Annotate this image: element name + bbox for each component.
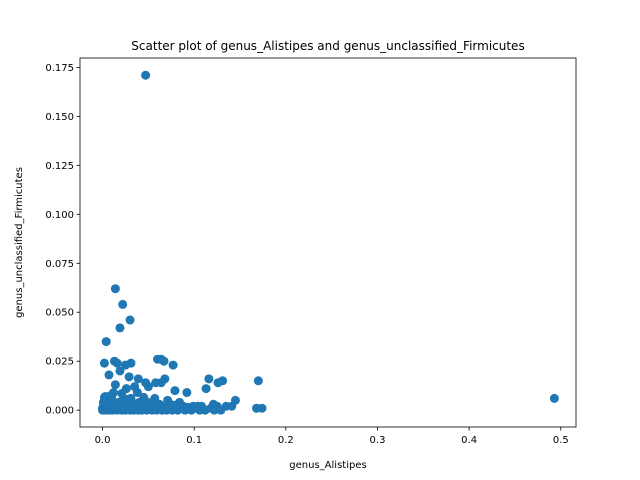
- data-point-13: [120, 360, 130, 370]
- y-tick-label: 0.000: [45, 406, 74, 417]
- data-point-125: [135, 400, 145, 410]
- data-point-33: [182, 388, 192, 398]
- x-tick-label: 0.3: [370, 435, 386, 446]
- data-point-29: [143, 382, 153, 392]
- data-point-27: [110, 380, 120, 390]
- data-point-16: [104, 370, 114, 380]
- data-point-64: [227, 401, 237, 411]
- x-tick-label: 0.4: [461, 435, 477, 446]
- x-axis: 0.0 0.1 0.2 0.3 0.4 0.5: [95, 427, 569, 446]
- data-point-126: [145, 398, 155, 408]
- data-point-1: [110, 284, 120, 294]
- data-point-18: [133, 374, 143, 384]
- x-tick-label: 0.2: [278, 435, 294, 446]
- data-point-20: [204, 374, 214, 384]
- data-point-4: [115, 323, 125, 333]
- data-point-128: [169, 400, 179, 410]
- data-point-35: [132, 388, 142, 398]
- points-layer: [98, 70, 559, 415]
- plot-frame: [79, 57, 577, 428]
- y-tick-label: 0.175: [45, 63, 74, 74]
- data-point-26: [213, 378, 223, 388]
- data-point-3: [125, 315, 135, 325]
- data-point-129: [183, 402, 193, 412]
- x-tick-label: 0.0: [95, 435, 111, 446]
- y-tick-label: 0.050: [45, 308, 74, 319]
- data-point-15: [115, 366, 125, 376]
- data-point-17: [124, 372, 134, 382]
- data-point-123: [115, 404, 125, 414]
- data-point-131: [106, 390, 116, 400]
- data-point-124: [124, 402, 134, 412]
- x-tick-label: 0.5: [553, 435, 569, 446]
- y-axis: 0.000 0.025 0.050 0.075 0.100 0.125 0.150 0.175: [45, 63, 80, 417]
- y-tick-label: 0.025: [45, 357, 74, 368]
- data-point-119: [209, 405, 219, 415]
- data-point-2: [118, 299, 128, 309]
- data-point-5: [101, 337, 111, 347]
- data-point-118: [200, 405, 210, 415]
- data-point-31: [201, 384, 211, 394]
- y-tick-label: 0.125: [45, 161, 74, 172]
- data-point-8: [159, 356, 169, 366]
- data-point-10: [112, 358, 122, 368]
- data-point-127: [155, 402, 165, 412]
- data-point-25: [156, 378, 166, 388]
- y-axis-label: genus_unclassified_Firmicutes: [14, 167, 25, 318]
- data-point-133: [122, 394, 132, 404]
- data-point-45: [549, 393, 559, 403]
- data-point-32: [170, 386, 180, 396]
- data-point-0: [141, 70, 151, 80]
- y-tick-label: 0.150: [45, 112, 74, 123]
- data-point-132: [117, 389, 127, 399]
- chart-title: Scatter plot of genus_Alistipes and genu…: [131, 39, 524, 53]
- data-point-120: [216, 405, 226, 415]
- y-tick-label: 0.075: [45, 259, 74, 270]
- x-tick-label: 0.1: [186, 435, 202, 446]
- data-point-134: [139, 392, 149, 402]
- data-point-11: [99, 358, 109, 368]
- data-point-14: [168, 360, 178, 370]
- data-point-22: [253, 376, 263, 386]
- x-axis-label: genus_Alistipes: [289, 460, 366, 471]
- y-tick-label: 0.100: [45, 210, 74, 221]
- data-point-96: [257, 403, 267, 413]
